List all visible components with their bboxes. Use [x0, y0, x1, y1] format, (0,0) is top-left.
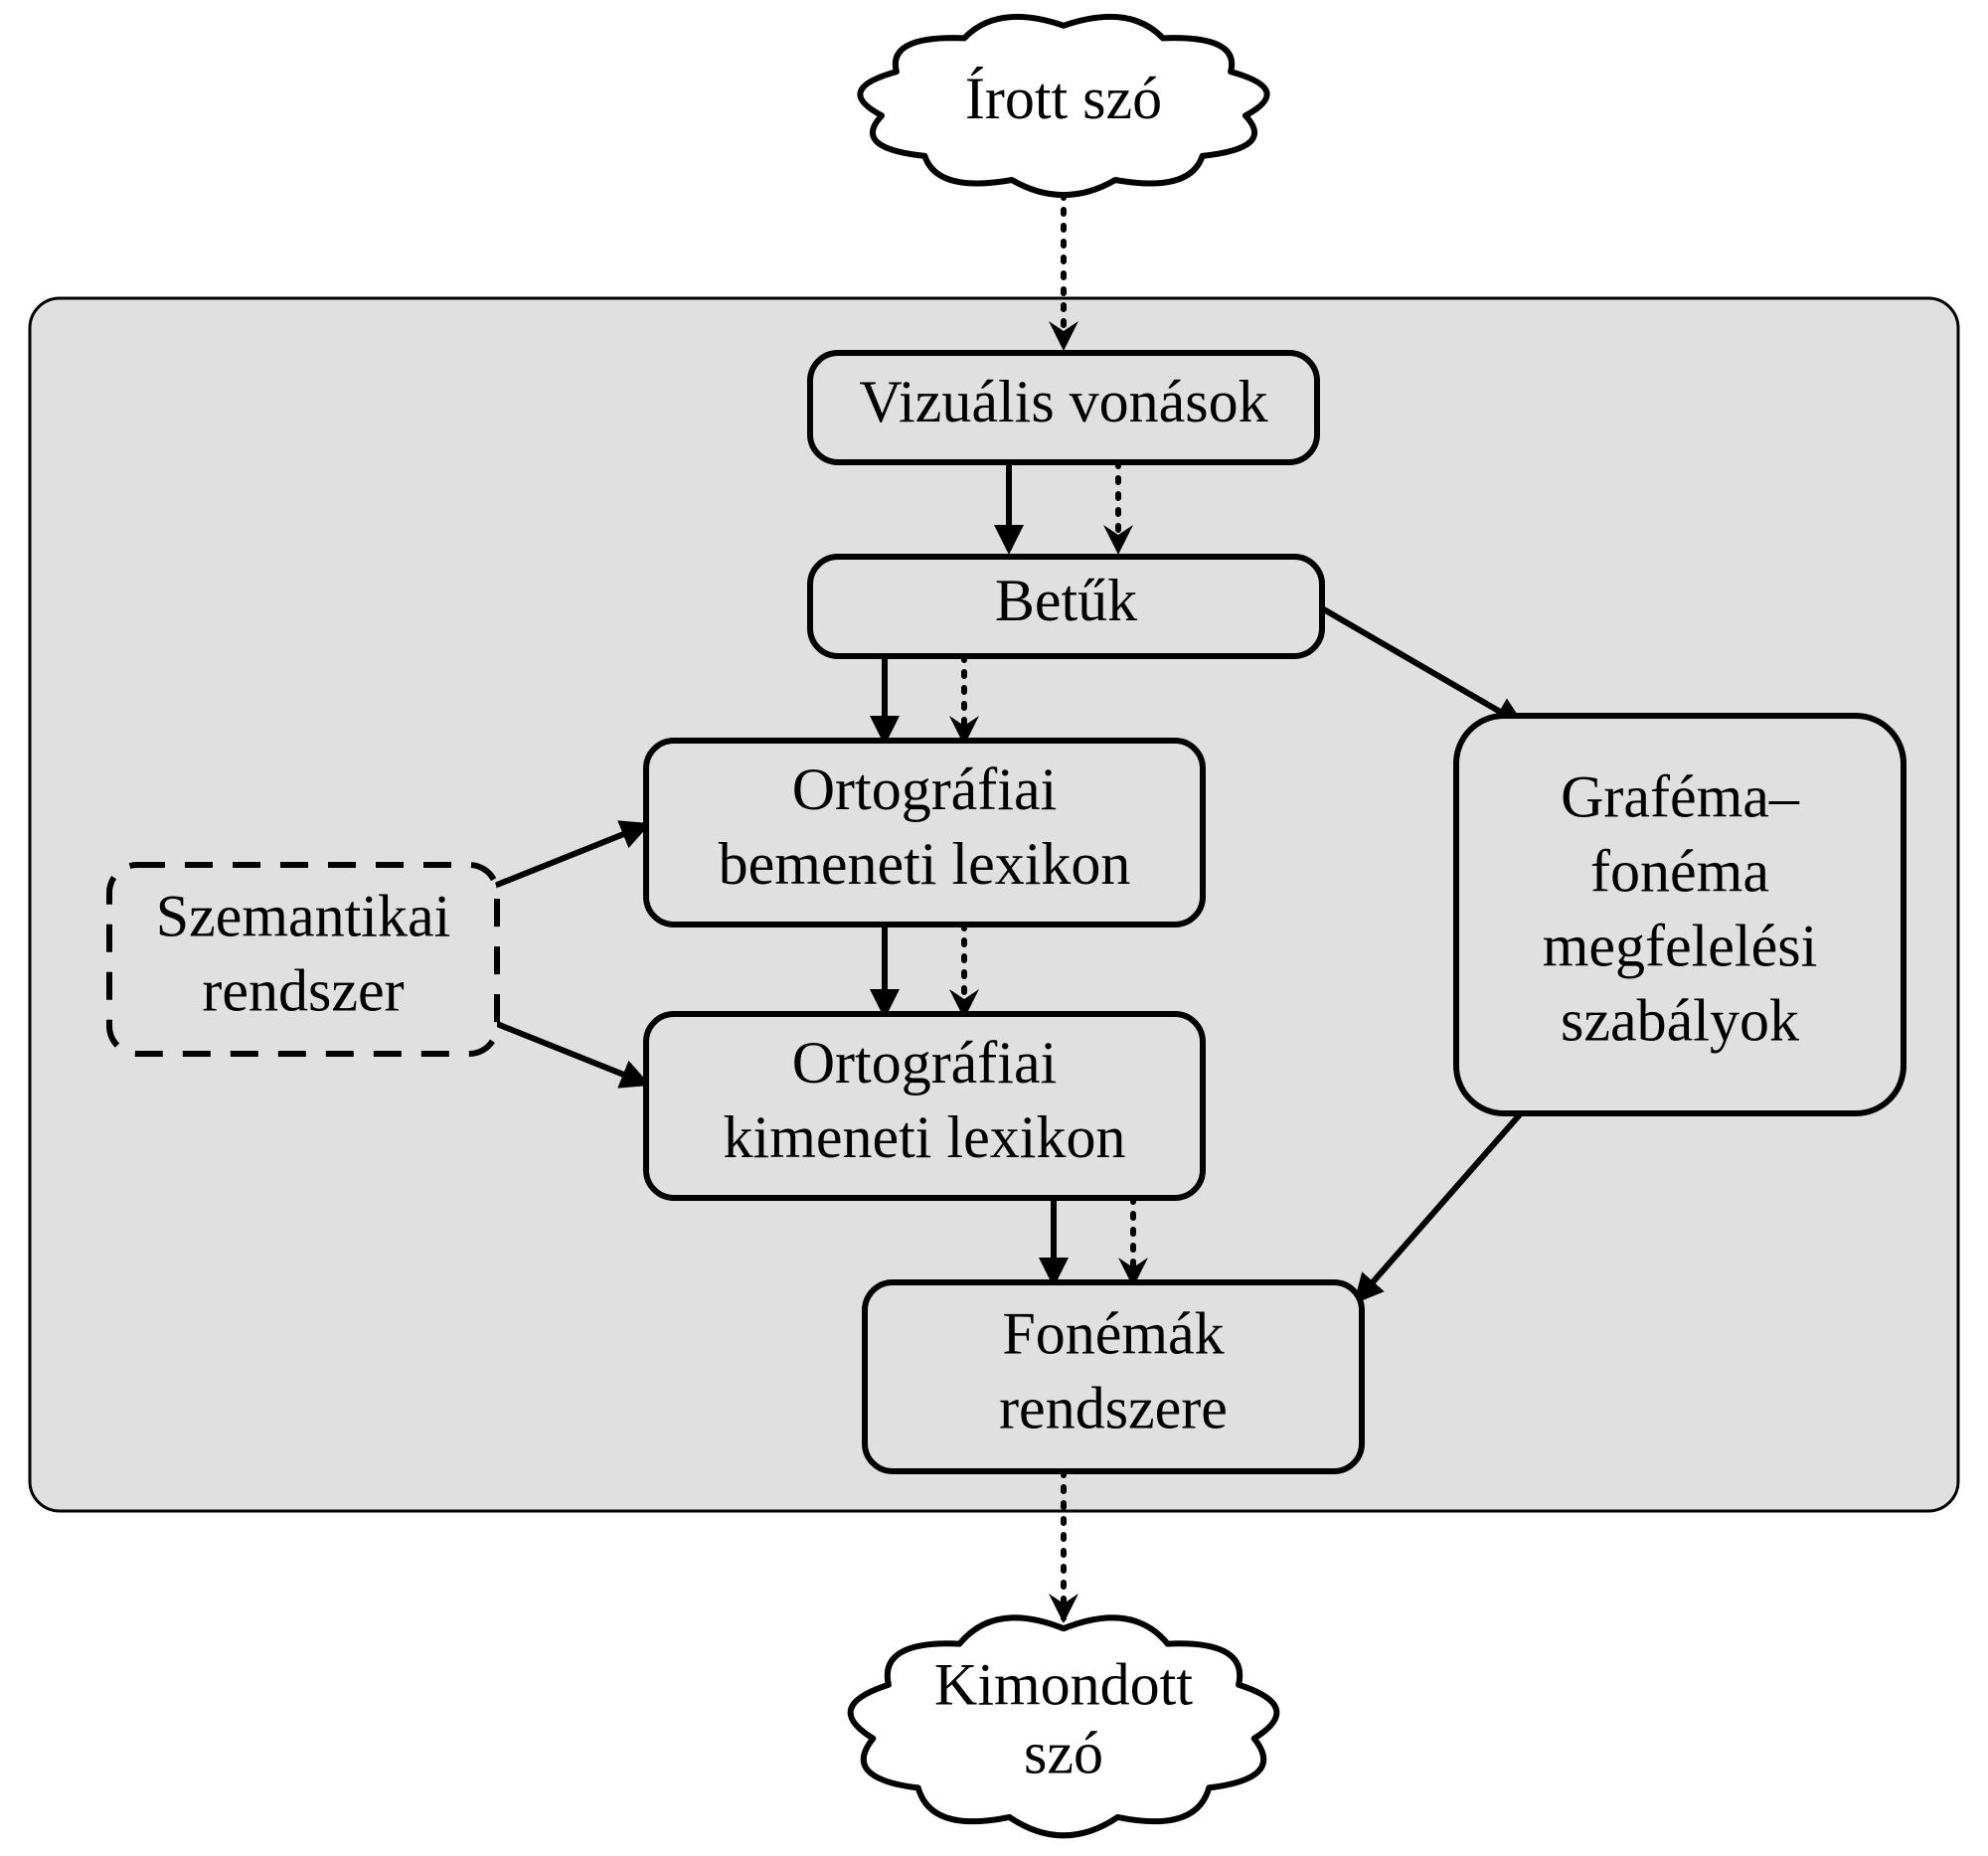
node-grafema: Graféma– fonéma megfelelési szabályok: [1456, 716, 1904, 1113]
node-betuk: Betűk: [810, 557, 1322, 656]
node-label: megfelelési: [1543, 913, 1818, 978]
node-label: Ortográfiai: [792, 1030, 1058, 1096]
node-label: kimeneti lexikon: [724, 1104, 1126, 1170]
node-label: Graféma–: [1561, 763, 1800, 829]
nodes-group: Írott szó Kimondottszó Vizuális vonások Bet…: [109, 17, 1904, 1835]
node-label: Kimondott: [934, 1651, 1193, 1717]
node-label: szabályok: [1561, 987, 1799, 1053]
node-label: rendszere: [999, 1375, 1228, 1440]
node-orto_in: Ortográfiai bemeneti lexikon: [646, 741, 1203, 925]
flowchart-diagram: Írott szó Kimondottszó Vizuális vonások Bet…: [0, 0, 1988, 1856]
node-cloud_top: Írott szó: [860, 17, 1266, 195]
node-label: Ortográfiai: [792, 757, 1058, 822]
node-label: bemeneti lexikon: [719, 831, 1131, 897]
node-cloud_bottom: Kimondottszó: [851, 1617, 1277, 1835]
node-orto_out: Ortográfiai kimeneti lexikon: [646, 1014, 1203, 1198]
node-label: szó: [1024, 1720, 1103, 1785]
node-label: Vizuális vonások: [859, 369, 1267, 434]
node-fonemak: Fonémák rendszere: [865, 1282, 1362, 1471]
node-label: Szemantikai: [156, 883, 451, 948]
node-label: Betűk: [995, 568, 1137, 633]
node-label: fonéma: [1590, 838, 1769, 904]
node-szemantikai: Szemantikai rendszer: [109, 865, 497, 1054]
node-label: Írott szó: [965, 66, 1162, 131]
node-label: rendszer: [202, 957, 404, 1023]
node-vizualis: Vizuális vonások: [810, 353, 1317, 462]
node-label: Fonémák: [1002, 1300, 1224, 1366]
